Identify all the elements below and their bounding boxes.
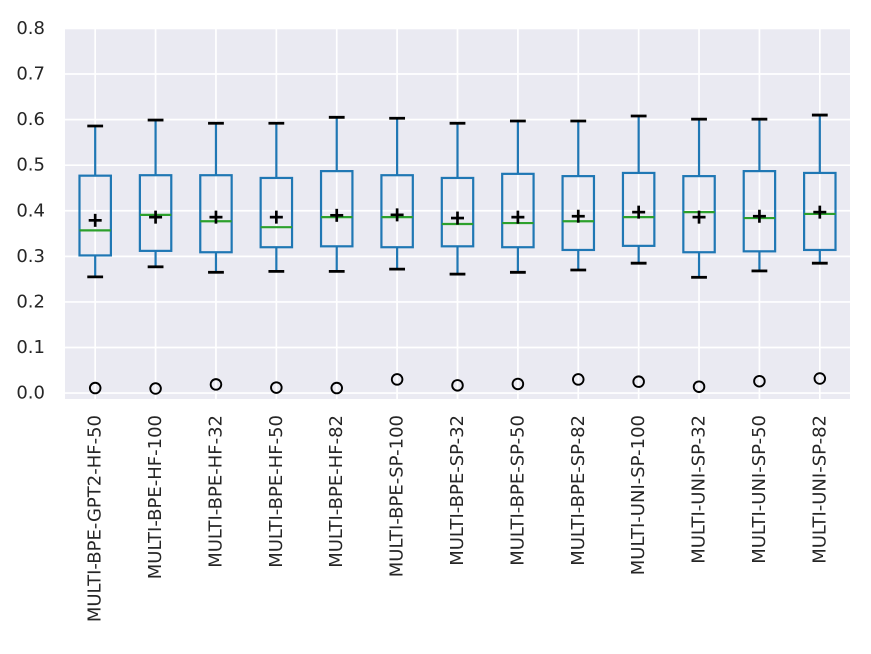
x-tick-label: MULTI-BPE-HF-82 — [326, 415, 347, 568]
box-group — [682, 117, 716, 393]
y-tick-label: 0.5 — [16, 155, 45, 176]
iqr-box — [138, 174, 173, 252]
iqr-box — [440, 176, 475, 248]
y-tick-label: 0.2 — [16, 291, 45, 312]
x-tick-label: MULTI-BPE-SP-32 — [447, 415, 468, 566]
x-tick-label: MULTI-BPE-GPT2-HF-50 — [85, 415, 106, 622]
box-group — [259, 121, 294, 394]
box-group — [78, 124, 112, 395]
x-tick-label: MULTI-BPE-HF-50 — [266, 415, 287, 568]
x-tick-label: MULTI-BPE-SP-82 — [568, 415, 589, 566]
y-tick-label: 0.0 — [16, 383, 45, 404]
y-tick-label: 0.7 — [16, 64, 45, 85]
y-tick-label: 0.3 — [16, 246, 45, 267]
box-group — [138, 118, 173, 395]
outlier-point — [572, 373, 585, 386]
outlier-point — [813, 372, 827, 385]
iqr-box — [682, 175, 716, 254]
iqr-box — [621, 171, 656, 247]
box-group — [440, 121, 475, 392]
iqr-box — [78, 174, 112, 257]
outlier-point — [88, 381, 102, 395]
x-tick-label: MULTI-UNI-SP-82 — [809, 415, 830, 564]
outlier-point — [330, 381, 343, 395]
iqr-box — [501, 172, 535, 249]
y-tick-label: 0.1 — [16, 337, 45, 358]
x-tick-label: MULTI-UNI-SP-50 — [749, 415, 770, 564]
outlier-point — [390, 373, 404, 386]
outlier-point — [632, 375, 645, 388]
outlier-point — [692, 380, 706, 393]
y-tick-label: 0.4 — [16, 200, 45, 221]
box-group — [561, 119, 596, 386]
outlier-point — [270, 381, 283, 394]
iqr-box — [561, 175, 596, 252]
iqr-box — [803, 171, 837, 252]
y-tick-label: 0.6 — [16, 109, 45, 130]
x-tick-label: MULTI-UNI-SP-32 — [689, 415, 710, 564]
box-group — [742, 117, 777, 388]
box-group — [621, 114, 656, 388]
x-tick-label: MULTI-BPE-SP-50 — [507, 415, 528, 566]
outlier-point — [149, 382, 162, 395]
box-group — [380, 116, 414, 386]
iqr-box — [259, 176, 294, 249]
outlier-point — [511, 377, 525, 391]
iqr-box — [742, 170, 777, 253]
iqr-box — [319, 170, 354, 248]
x-tick-label: MULTI-BPE-SP-100 — [387, 415, 408, 577]
x-tick-label: MULTI-BPE-HF-100 — [145, 415, 166, 579]
outlier-point — [753, 374, 766, 388]
box-group — [199, 121, 233, 391]
box-group — [501, 119, 535, 391]
outlier-point — [209, 378, 223, 391]
x-tick-label: MULTI-UNI-SP-100 — [628, 415, 649, 575]
box-group — [803, 113, 837, 385]
x-tick-label: MULTI-BPE-HF-32 — [205, 415, 226, 568]
y-tick-label: 0.8 — [16, 18, 45, 39]
outlier-point — [451, 379, 464, 392]
iqr-box — [199, 174, 233, 254]
box-group — [319, 115, 354, 395]
iqr-box — [380, 174, 414, 249]
